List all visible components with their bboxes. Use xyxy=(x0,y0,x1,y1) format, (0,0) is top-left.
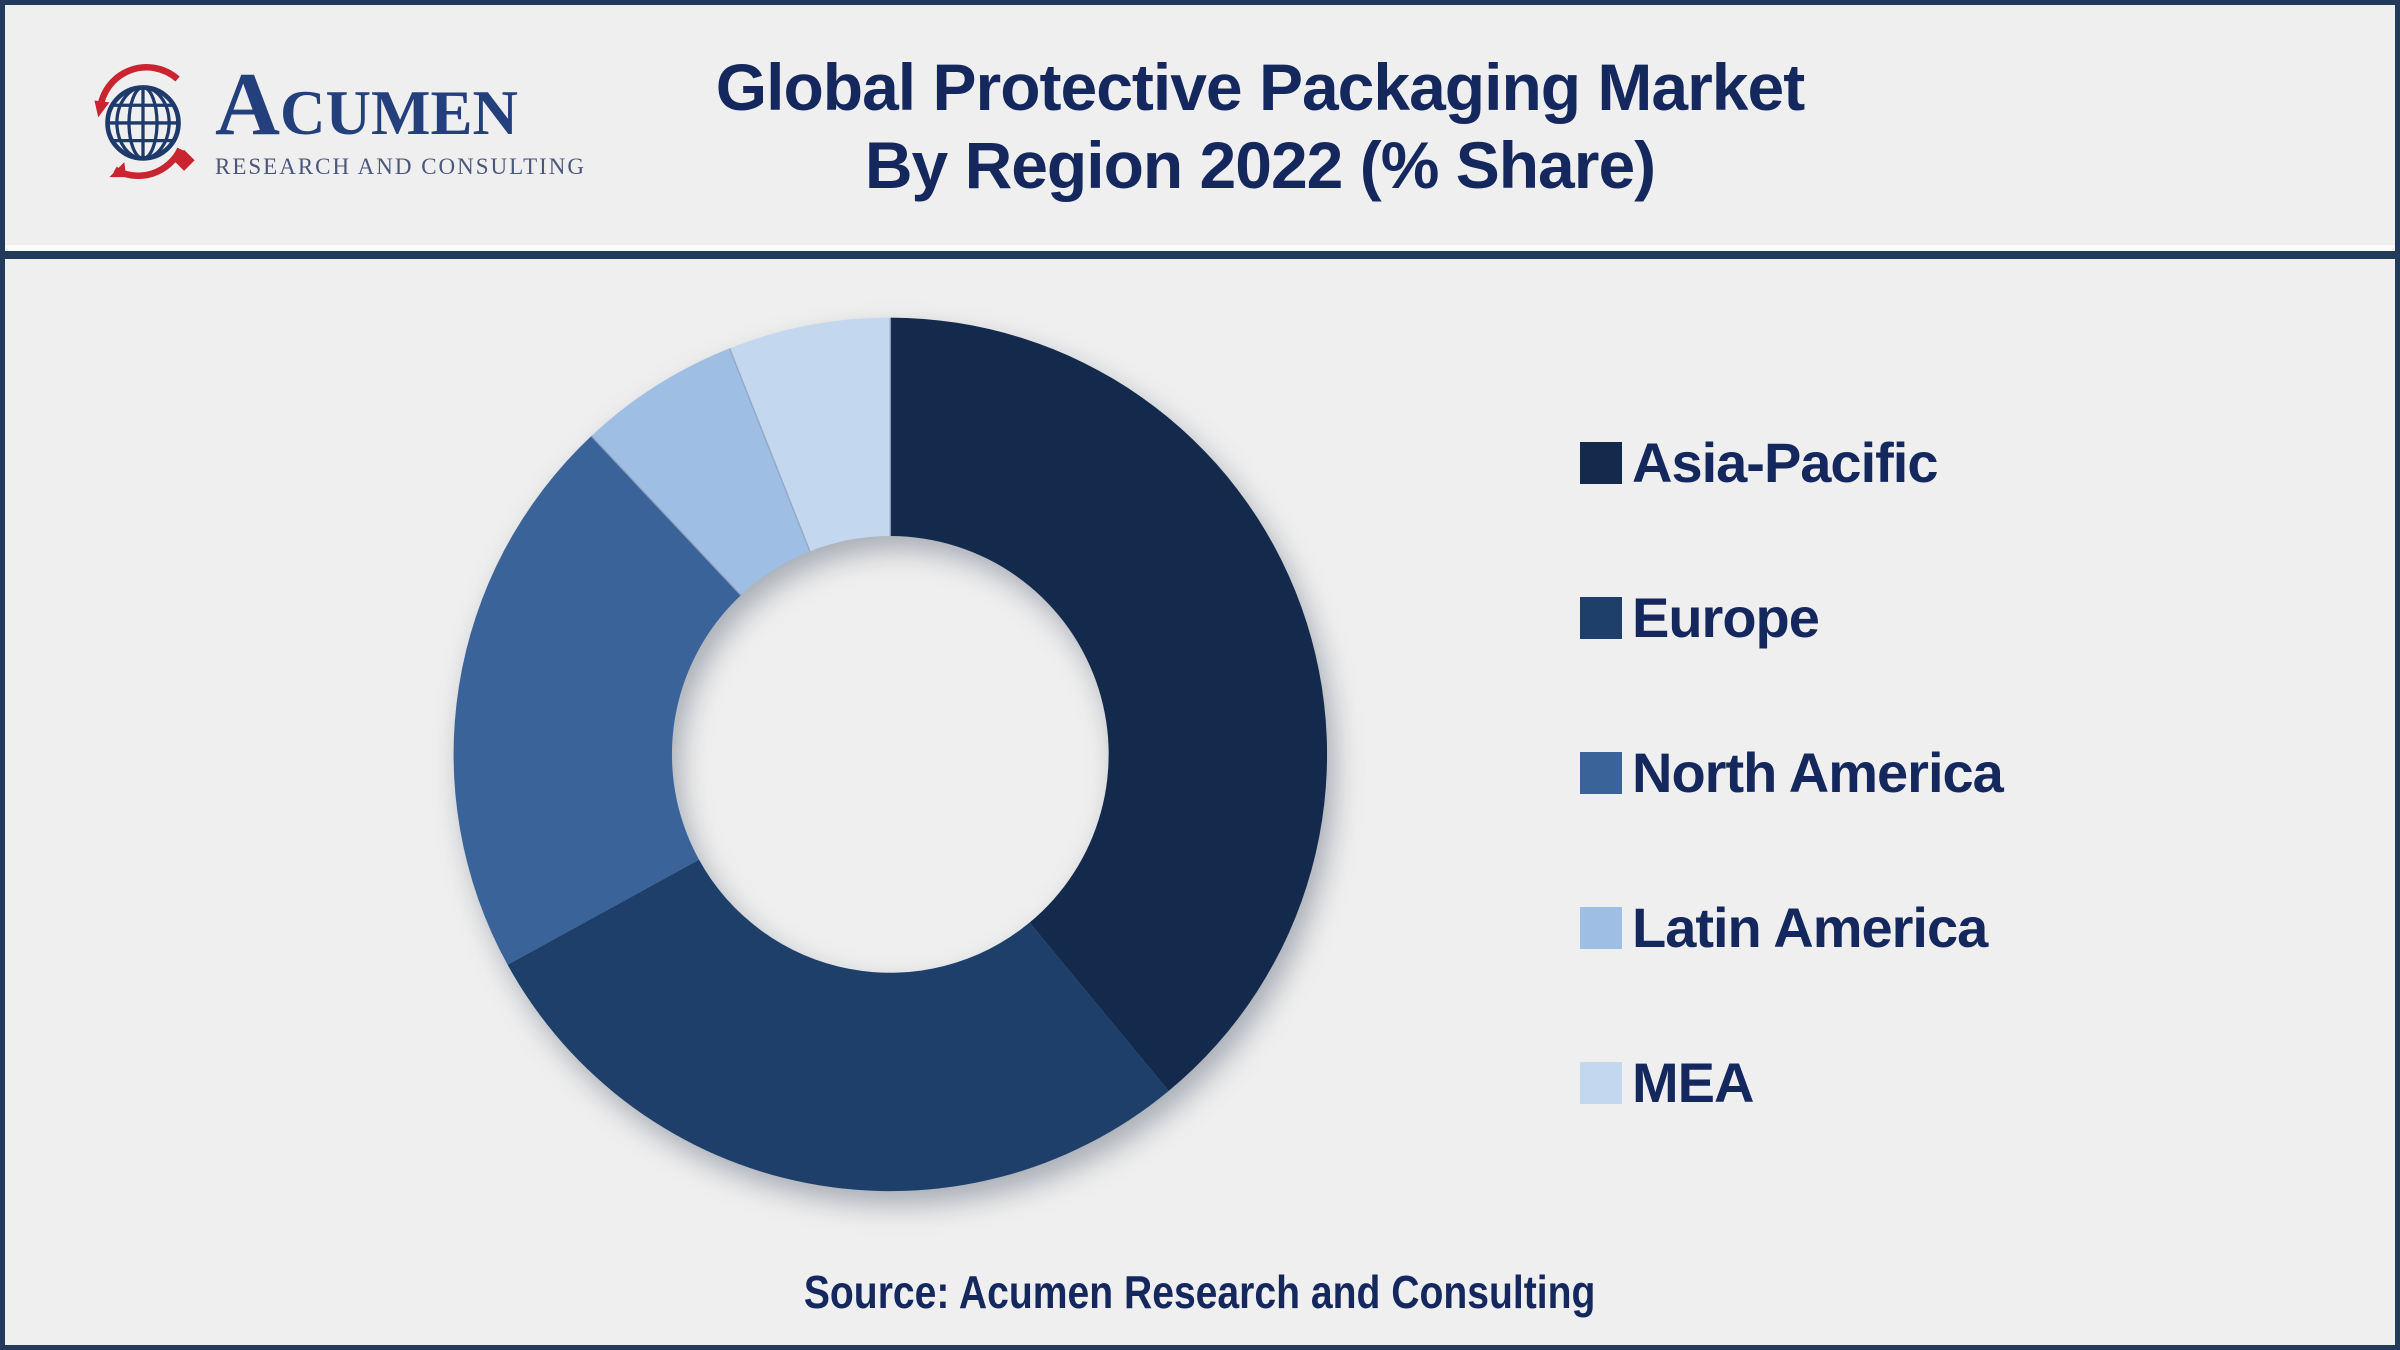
logo-text: Acumen RESEARCH AND CONSULTING xyxy=(215,55,587,180)
legend-item: Asia-Pacific xyxy=(1580,435,2003,491)
legend-swatch xyxy=(1580,597,1622,639)
globe-icon xyxy=(94,64,195,179)
legend-swatch xyxy=(1580,907,1622,949)
legend-label: Asia-Pacific xyxy=(1632,431,1938,494)
donut-segment-north-america xyxy=(453,436,741,965)
header-divider xyxy=(5,251,2395,259)
source-note: Source: Acumen Research and Consulting xyxy=(5,1265,2395,1319)
legend-label: MEA xyxy=(1632,1051,1754,1114)
legend-label: Latin America xyxy=(1632,896,1988,959)
header-divider-highlight xyxy=(5,245,2395,251)
acumen-logo: Acumen RESEARCH AND CONSULTING xyxy=(87,55,587,181)
legend-swatch xyxy=(1580,1062,1622,1104)
donut-segment-mea xyxy=(729,317,891,552)
segment-separators xyxy=(590,317,892,596)
donut-segment-latin-america xyxy=(591,348,810,596)
donut-chart xyxy=(453,317,1328,1192)
title-line-2: By Region 2022 (% Share) xyxy=(864,127,1656,202)
legend-item: Europe xyxy=(1580,590,2003,646)
donut-segment-europe xyxy=(507,859,1169,1192)
chart-legend: Asia-Pacific Europe North America Latin Ame… xyxy=(1580,435,2004,1111)
legend-swatch xyxy=(1580,442,1622,484)
legend-label: Europe xyxy=(1632,586,1820,649)
donut-segments xyxy=(453,317,1328,1192)
source-text: Source: Acumen Research and Consulting xyxy=(804,1266,1596,1318)
brand-tagline: RESEARCH AND CONSULTING xyxy=(215,153,587,179)
legend-swatch xyxy=(1580,752,1622,794)
page-title: Global Protective Packaging Market By Re… xyxy=(5,49,2395,205)
header: Acumen RESEARCH AND CONSULTING Global Pr… xyxy=(5,5,2395,245)
legend-item: North America xyxy=(1580,741,2004,804)
title-line-1: Global Protective Packaging Market xyxy=(715,50,1805,124)
legend-item: MEA xyxy=(1580,1055,2003,1111)
segment-separator xyxy=(728,348,811,552)
donut-segment-asia-pacific xyxy=(890,317,1328,1091)
legend-label: North America xyxy=(1632,741,2004,804)
brand-name: Acumen xyxy=(215,55,518,155)
legend-item: Latin America xyxy=(1580,900,2003,956)
segment-separator xyxy=(590,435,742,596)
